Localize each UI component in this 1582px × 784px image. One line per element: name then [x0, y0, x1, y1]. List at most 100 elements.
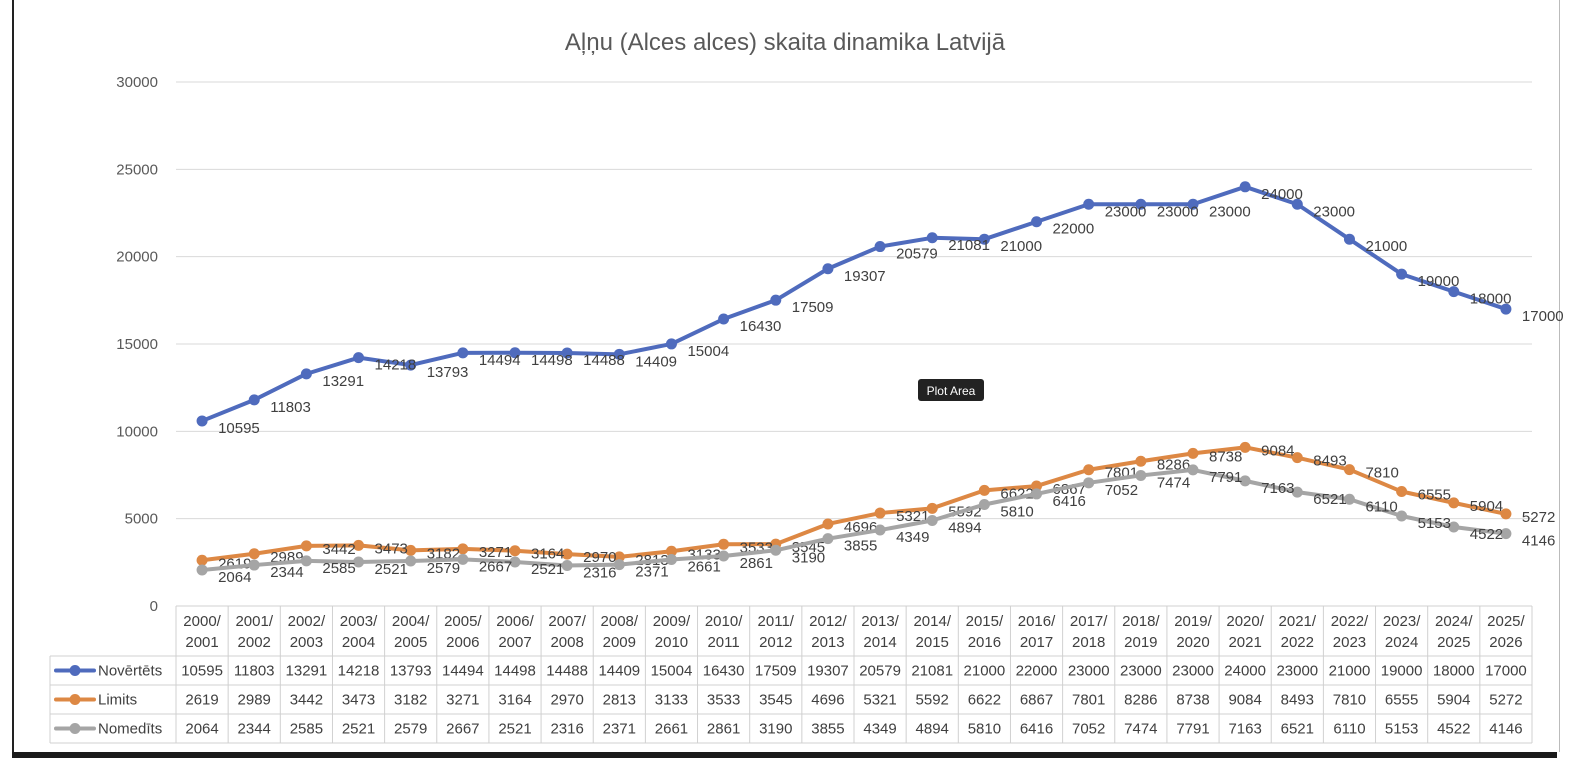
data-point[interactable]	[196, 554, 208, 566]
data-point[interactable]	[770, 294, 782, 306]
table-cell: 2579	[394, 721, 427, 738]
data-point[interactable]	[1500, 528, 1512, 540]
data-point[interactable]	[874, 241, 886, 253]
data-point[interactable]	[561, 347, 573, 359]
category-label: 2012/	[809, 613, 847, 630]
data-point[interactable]	[1083, 477, 1095, 489]
table-cell: 21081	[911, 663, 953, 680]
data-point[interactable]	[1396, 268, 1408, 280]
series-0: 10595 11803 13291 14218 13793 14494 14498 14488…	[196, 181, 1564, 437]
table-cell: 8286	[1124, 692, 1157, 709]
data-point[interactable]	[770, 544, 782, 556]
data-point[interactable]	[300, 540, 312, 552]
data-point[interactable]	[1135, 469, 1147, 481]
data-point[interactable]	[718, 538, 730, 550]
table-cell: 24000	[1224, 663, 1266, 680]
data-point[interactable]	[926, 232, 938, 244]
data-point[interactable]	[248, 559, 260, 571]
data-point[interactable]	[353, 352, 365, 364]
data-point[interactable]	[561, 548, 573, 560]
data-point[interactable]	[1187, 198, 1199, 210]
data-point[interactable]	[1083, 464, 1095, 476]
data-point[interactable]	[1031, 488, 1043, 500]
plot-area[interactable]: 10595 11803 13291 14218 13793 14494 14498 14488…	[196, 181, 1564, 586]
data-point[interactable]	[613, 559, 625, 571]
data-point[interactable]	[300, 555, 312, 567]
data-point[interactable]	[613, 348, 625, 360]
legend-label: Limits	[98, 692, 137, 709]
data-label: 5810	[1000, 504, 1033, 521]
legend-key-1	[54, 694, 96, 705]
category-label: 2016	[968, 634, 1001, 651]
data-point[interactable]	[561, 560, 573, 572]
data-label: 5153	[1418, 515, 1451, 532]
data-point[interactable]	[665, 545, 677, 557]
category-label: 2010	[655, 634, 688, 651]
data-point[interactable]	[978, 484, 990, 496]
category-label: 2018/	[1122, 613, 1160, 630]
data-point[interactable]	[405, 359, 417, 371]
data-point[interactable]	[665, 338, 677, 350]
data-point[interactable]	[1187, 464, 1199, 476]
data-point[interactable]	[1291, 452, 1303, 464]
data-point[interactable]	[1031, 480, 1043, 492]
data-point[interactable]	[300, 368, 312, 380]
series-2: 2064 2344 2585 2521 2579 2667 2521 2316 2371 2661…	[196, 464, 1555, 586]
data-point[interactable]	[874, 524, 886, 536]
data-point[interactable]	[978, 499, 990, 511]
data-point[interactable]	[1343, 464, 1355, 476]
data-point[interactable]	[353, 556, 365, 568]
category-label: 2014/	[913, 613, 951, 630]
table-cell: 7474	[1124, 721, 1157, 738]
data-point[interactable]	[509, 347, 521, 359]
data-point[interactable]	[1448, 521, 1460, 533]
data-point[interactable]	[1239, 475, 1251, 487]
data-point[interactable]	[1135, 198, 1147, 210]
data-point[interactable]	[718, 313, 730, 325]
data-point[interactable]	[1135, 455, 1147, 467]
data-point[interactable]	[509, 545, 521, 557]
data-point[interactable]	[1239, 441, 1251, 453]
data-point[interactable]	[457, 553, 469, 565]
data-point[interactable]	[1083, 198, 1095, 210]
data-point[interactable]	[1500, 508, 1512, 520]
data-point[interactable]	[874, 507, 886, 519]
data-point[interactable]	[196, 564, 208, 576]
data-point[interactable]	[1239, 181, 1251, 193]
data-point[interactable]	[1396, 510, 1408, 522]
data-point[interactable]	[613, 551, 625, 563]
data-point[interactable]	[457, 543, 469, 555]
data-point[interactable]	[457, 347, 469, 359]
data-point[interactable]	[1031, 216, 1043, 228]
data-point[interactable]	[405, 555, 417, 567]
data-point[interactable]	[665, 554, 677, 566]
data-point[interactable]	[822, 518, 834, 530]
data-point[interactable]	[248, 394, 260, 406]
data-point[interactable]	[926, 515, 938, 527]
data-label: 21000	[1000, 238, 1042, 255]
data-point[interactable]	[353, 539, 365, 551]
data-point[interactable]	[248, 548, 260, 560]
data-point[interactable]	[926, 502, 938, 514]
data-point[interactable]	[1343, 233, 1355, 245]
data-point[interactable]	[1343, 493, 1355, 505]
data-point[interactable]	[822, 263, 834, 275]
data-point[interactable]	[1187, 447, 1199, 459]
category-label: 2017	[1020, 634, 1053, 651]
category-label: 2007/	[548, 613, 586, 630]
data-point[interactable]	[1448, 286, 1460, 298]
series-line	[200, 184, 1508, 423]
data-point[interactable]	[196, 415, 208, 427]
data-point[interactable]	[405, 544, 417, 556]
data-point[interactable]	[1448, 497, 1460, 509]
data-point[interactable]	[822, 533, 834, 545]
data-point[interactable]	[978, 233, 990, 245]
data-point[interactable]	[1291, 486, 1303, 498]
data-point[interactable]	[718, 550, 730, 562]
data-point[interactable]	[1291, 198, 1303, 210]
table-cell: 23000	[1068, 663, 1110, 680]
data-label: 15004	[687, 343, 729, 360]
data-point[interactable]	[509, 556, 521, 568]
data-point[interactable]	[1396, 486, 1408, 498]
data-point[interactable]	[1500, 303, 1512, 315]
